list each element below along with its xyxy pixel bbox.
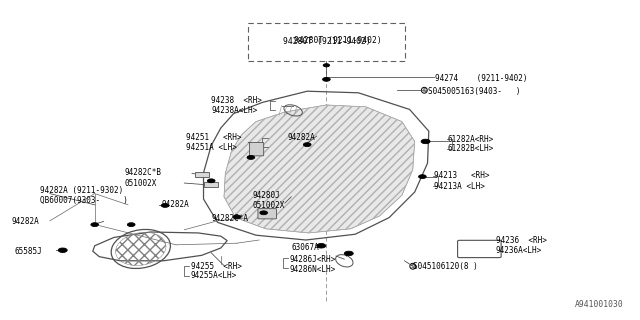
Circle shape <box>303 143 311 147</box>
Circle shape <box>419 175 426 179</box>
Text: 94282C*A: 94282C*A <box>211 214 248 223</box>
Circle shape <box>91 223 99 227</box>
Text: 94238  <RH>: 94238 <RH> <box>211 96 262 105</box>
Text: 94255A<LH>: 94255A<LH> <box>191 271 237 280</box>
Text: 94280J: 94280J <box>253 191 280 200</box>
Text: S: S <box>422 88 426 93</box>
Text: 94236A<LH>: 94236A<LH> <box>496 246 542 255</box>
FancyBboxPatch shape <box>250 142 264 156</box>
FancyBboxPatch shape <box>458 240 501 258</box>
Circle shape <box>323 77 330 81</box>
Circle shape <box>260 211 268 215</box>
Text: 94282C*B: 94282C*B <box>125 168 162 177</box>
Circle shape <box>323 64 330 67</box>
Text: 61282B<LH>: 61282B<LH> <box>448 144 494 153</box>
Circle shape <box>127 223 135 227</box>
Text: 94274    (9211-9402): 94274 (9211-9402) <box>435 74 528 83</box>
Text: 61282A<RH>: 61282A<RH> <box>448 135 494 144</box>
Text: 94280T (9211-9402): 94280T (9211-9402) <box>294 36 382 44</box>
Text: S045005163(9403-   ): S045005163(9403- ) <box>428 87 520 96</box>
FancyBboxPatch shape <box>258 209 276 219</box>
Circle shape <box>344 251 353 256</box>
Text: QB60007(9303-     ): QB60007(9303- ) <box>40 196 127 205</box>
Circle shape <box>207 179 215 183</box>
Bar <box>204 182 218 187</box>
Polygon shape <box>224 105 415 233</box>
Text: 94282A: 94282A <box>161 200 189 209</box>
Circle shape <box>421 139 430 144</box>
Text: 94282A: 94282A <box>288 133 316 142</box>
Text: 94255  <RH>: 94255 <RH> <box>191 262 241 271</box>
Circle shape <box>247 156 255 159</box>
Bar <box>248 23 405 61</box>
Text: 94251   <RH>: 94251 <RH> <box>186 133 241 142</box>
Circle shape <box>233 215 241 219</box>
Text: S: S <box>411 264 415 269</box>
Text: 94236  <RH>: 94236 <RH> <box>496 236 547 245</box>
Text: 051002X: 051002X <box>125 179 157 188</box>
Text: 63067A: 63067A <box>291 243 319 252</box>
Text: 65585J: 65585J <box>14 247 42 256</box>
Text: 94282A (9211-9302): 94282A (9211-9302) <box>40 186 123 195</box>
Text: 94251A <LH>: 94251A <LH> <box>186 143 236 152</box>
Bar <box>195 172 209 177</box>
Text: A941001030: A941001030 <box>575 300 624 309</box>
Text: 051002X: 051002X <box>253 201 285 210</box>
Circle shape <box>317 244 326 248</box>
Text: 94282A: 94282A <box>12 217 39 226</box>
Circle shape <box>161 204 169 207</box>
Text: 94280T (9211-9402): 94280T (9211-9402) <box>283 37 371 46</box>
Text: 94213   <RH>: 94213 <RH> <box>434 172 490 180</box>
Text: 94286J<RH>: 94286J<RH> <box>290 255 336 264</box>
Text: 94286N<LH>: 94286N<LH> <box>290 265 336 274</box>
Text: 94238A<LH>: 94238A<LH> <box>211 106 257 115</box>
Text: S045106120(8 ): S045106120(8 ) <box>413 262 477 271</box>
Circle shape <box>58 248 67 252</box>
Text: 94213A <LH>: 94213A <LH> <box>434 182 484 191</box>
